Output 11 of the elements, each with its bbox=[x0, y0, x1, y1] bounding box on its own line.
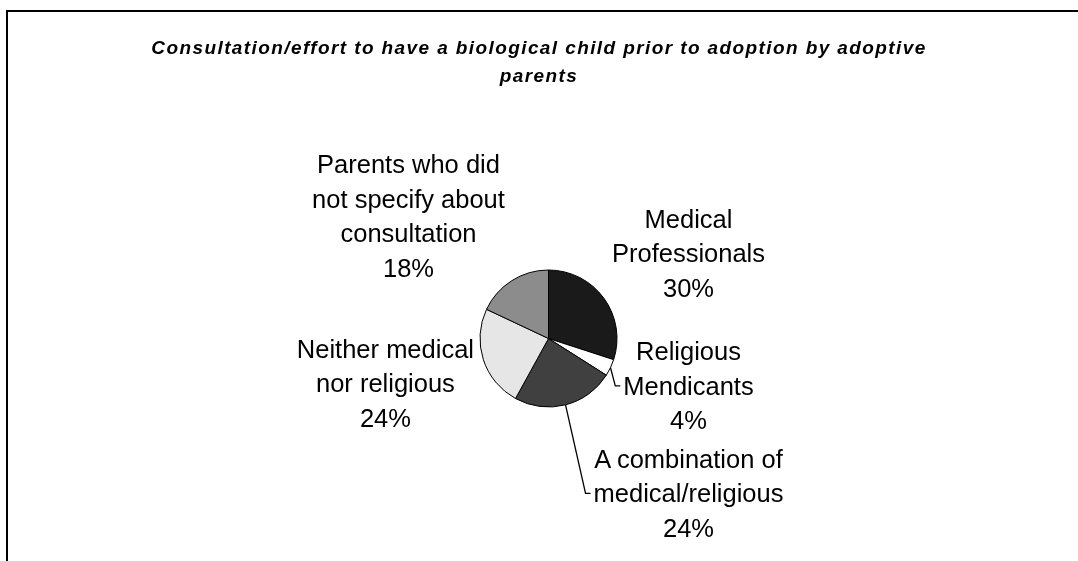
slice-label: Neither medical nor religious bbox=[296, 334, 474, 398]
data-label: 18% bbox=[382, 253, 435, 282]
slice-label: Medical Professionals bbox=[611, 204, 766, 268]
data-label: 24% bbox=[359, 403, 411, 432]
slice-label: A combination of medical/religious bbox=[593, 444, 784, 508]
chart-title: Consultation/effort to have a biological child prior to adoption by adoptive parents bbox=[151, 36, 927, 86]
data-label: 24% bbox=[662, 513, 715, 542]
data-label: 4% bbox=[670, 406, 707, 435]
data-label: 30% bbox=[662, 273, 715, 302]
slice-label: Religious Mendicants bbox=[623, 337, 754, 400]
slice-label: Parents who did not specify about consultation bbox=[312, 150, 505, 248]
